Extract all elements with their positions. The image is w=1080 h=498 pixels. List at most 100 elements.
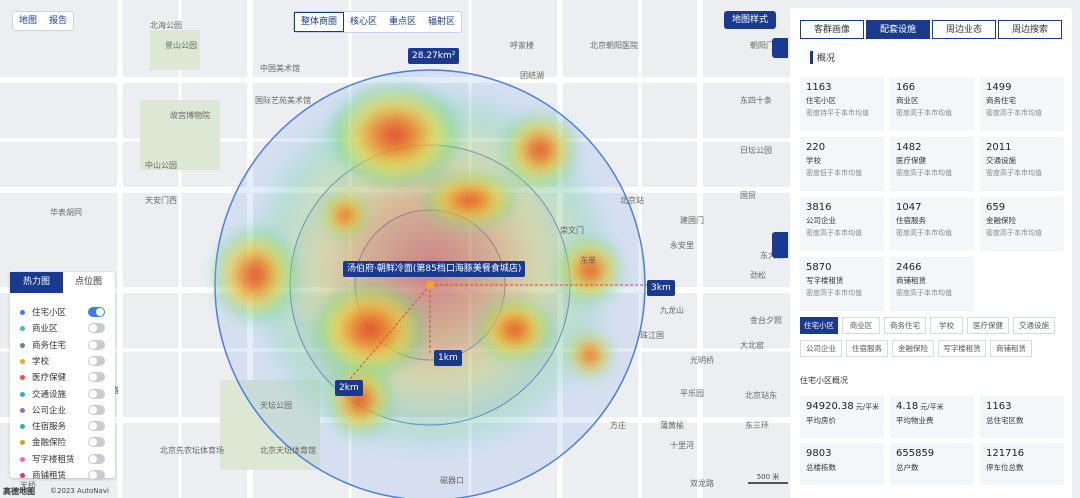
stat-card: 1499 商务住宅 密度高于本市均值: [980, 77, 1064, 131]
map-label: 永安里: [670, 241, 694, 250]
card-value: 2011: [986, 142, 1012, 153]
layer-toggle[interactable]: [88, 355, 105, 366]
map-label: 九龙山: [660, 306, 684, 315]
card-name: 住宿服务: [896, 216, 926, 225]
map-label: 团结湖: [520, 71, 544, 80]
layer-toggle[interactable]: [88, 307, 105, 317]
card-value: 1499: [986, 82, 1012, 93]
toolbar-button[interactable]: 重点区: [389, 17, 417, 27]
tag[interactable]: 交通设施: [1013, 317, 1055, 334]
ring-label: 3km: [647, 280, 675, 296]
card-name: 商务住宅: [986, 96, 1016, 105]
layer-toggle[interactable]: [88, 388, 105, 399]
toolbar-button[interactable]: 整体商圈: [294, 12, 345, 32]
layer-dot: [20, 424, 25, 430]
toolbar-button[interactable]: 核心区: [350, 17, 378, 27]
layer-dot: [20, 407, 25, 413]
settings-button[interactable]: [772, 38, 788, 58]
layer-toggle[interactable]: [88, 437, 105, 448]
layer-name: 写字楼租赁: [32, 454, 75, 465]
panel-tab[interactable]: 客群画像: [800, 20, 864, 39]
tag[interactable]: 住宿服务: [846, 340, 888, 357]
poi-label: 汤伯府·朝鲜冷面(第85档口海豚美餐食城店): [343, 261, 526, 277]
card-desc: 密度高于本市均值: [896, 289, 952, 297]
map-label: 金台夕照: [750, 316, 782, 325]
layer-toggle[interactable]: [88, 339, 105, 350]
layer-name: 医疗保健: [32, 373, 67, 384]
panel-tab[interactable]: 点位图: [74, 277, 102, 287]
stat-card: 2011 交通设施 密度高于本市均值: [980, 137, 1064, 191]
stat-row: 94920.38 元/平米: [806, 401, 879, 412]
toggle-knob: [89, 389, 97, 398]
tag[interactable]: 金融保险: [892, 340, 934, 357]
map-logo: 高德地图: [3, 487, 35, 496]
toggle-knob: [89, 356, 97, 365]
stat-value: 4.18: [896, 401, 919, 412]
layer-toggle[interactable]: [88, 453, 105, 464]
stat-value: 655859: [896, 448, 935, 459]
panel-tab[interactable]: 周边搜索: [998, 20, 1062, 39]
layer-dot: [20, 326, 25, 332]
tag[interactable]: 商业区: [842, 317, 880, 334]
toggle-knob: [89, 471, 97, 479]
map-label: 国贸: [740, 191, 756, 200]
map-label: 大北窑: [740, 341, 764, 350]
panel-tab[interactable]: 热力图: [10, 272, 63, 293]
layer-name: 交通设施: [32, 389, 67, 400]
map-label: 华表胡同: [50, 208, 82, 217]
stat-card: 1047 住宿服务 密度高于本市均值: [890, 197, 974, 251]
layer-toggle[interactable]: [88, 372, 105, 383]
collapse-button[interactable]: [772, 232, 788, 258]
toolbar: 地图 报告: [12, 11, 75, 31]
card-desc: 密度高于本市均值: [806, 229, 862, 237]
tag[interactable]: 商务住宅: [884, 317, 926, 334]
layer-toggle[interactable]: [88, 421, 105, 432]
map-label: 北京站东: [745, 391, 777, 400]
toolbar-button[interactable]: 报告: [49, 16, 68, 26]
toolbar-button[interactable]: 辐射区: [428, 17, 456, 27]
card-value: 1047: [896, 202, 922, 213]
panel-tab[interactable]: 周边业态: [932, 20, 996, 39]
layer-name: 住宿服务: [32, 422, 67, 433]
tag[interactable]: 公司企业: [800, 340, 842, 357]
card-name: 商业区: [896, 96, 919, 105]
map-label: 中国美术馆: [260, 64, 300, 73]
tag[interactable]: 商铺租赁: [990, 340, 1032, 357]
stat-unit: 元/平米: [920, 403, 944, 411]
map-label: 平乐园: [680, 389, 704, 398]
tag[interactable]: 学校: [930, 317, 963, 334]
map-label: 国际艺苑美术馆: [255, 96, 311, 105]
map-scale: 500 米: [748, 472, 788, 484]
layer-toggle[interactable]: [88, 470, 105, 480]
card-value: 1163: [806, 82, 832, 93]
tag[interactable]: 住宅小区: [800, 317, 838, 334]
map-label: 十里河: [670, 441, 694, 450]
card-value: 5870: [806, 262, 832, 273]
toolbar-button[interactable]: 地图: [19, 16, 38, 26]
panel-tab[interactable]: 配套设施: [866, 20, 930, 39]
map-label: 建国门: [680, 216, 704, 225]
layer-toggle[interactable]: [88, 323, 105, 334]
tag[interactable]: 写字楼租赁: [938, 340, 986, 357]
stat-row: 655859: [896, 448, 968, 459]
stat-card: 94920.38 元/平米 平均房价: [800, 396, 884, 438]
stat-row: 121716: [986, 448, 1058, 459]
stat-value: 1163: [986, 401, 1012, 412]
layer-name: 学校: [32, 356, 50, 367]
card-name: 医疗保健: [896, 156, 926, 165]
layer-toggle[interactable]: [88, 404, 105, 415]
stat-card: 9803 总楼栋数: [800, 443, 884, 485]
tag[interactable]: 医疗保健: [967, 317, 1009, 334]
map-style-button[interactable]: 地图样式: [724, 11, 777, 29]
card-name: 住宅小区: [806, 96, 836, 105]
card-value: 1482: [896, 142, 922, 153]
layer-dot: [20, 473, 25, 478]
toggle-knob: [96, 308, 104, 316]
layer-name: 商业区: [32, 324, 58, 335]
card-desc: 密度高于本市均值: [986, 169, 1042, 177]
ring-label: 2km: [335, 380, 363, 396]
stat-card: 121716 停车位总数: [980, 443, 1064, 485]
stat-row: 4.18 元/平米: [896, 401, 968, 412]
map-label: 北京先农坛体育场: [160, 446, 224, 455]
